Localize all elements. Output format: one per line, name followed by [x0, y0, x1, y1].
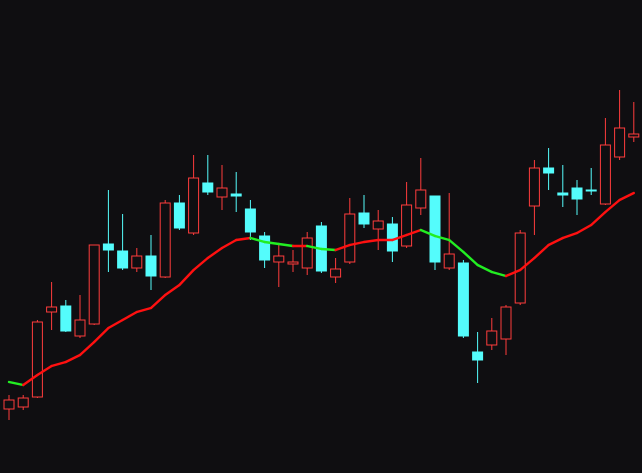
down-body — [543, 167, 555, 174]
ma-segment — [320, 247, 337, 252]
down-body — [571, 187, 583, 200]
ma-segment — [36, 364, 53, 377]
ma-segment — [362, 238, 380, 244]
ma-segment — [206, 246, 224, 260]
up-body — [74, 319, 86, 337]
ma-segment — [149, 293, 167, 310]
ma-segment — [192, 256, 210, 272]
ma-segment — [490, 270, 508, 278]
ma-segment — [306, 244, 323, 251]
down-body — [102, 243, 114, 251]
up-body — [372, 220, 384, 230]
up-body — [415, 189, 427, 209]
up-body — [287, 261, 299, 265]
up-body — [614, 127, 626, 158]
ma-segment — [547, 236, 564, 247]
ma-segment — [234, 236, 252, 242]
up-body — [628, 133, 640, 138]
up-body — [528, 167, 540, 207]
down-body — [472, 351, 484, 361]
ma-segment — [249, 236, 266, 244]
up-body — [31, 321, 43, 398]
ma-segment — [462, 250, 479, 267]
up-body — [401, 204, 413, 247]
down-body — [202, 182, 214, 193]
down-body — [145, 255, 157, 277]
up-body — [301, 237, 313, 269]
ma-segment — [618, 191, 635, 202]
ma-segment — [590, 210, 607, 227]
ma-segment — [7, 380, 25, 387]
ma-segment — [348, 240, 366, 247]
up-body — [443, 253, 455, 269]
ma-segment — [22, 373, 39, 387]
up-body — [17, 397, 29, 408]
down-body — [259, 235, 271, 261]
ma-segment — [419, 228, 437, 238]
ma-segment — [433, 234, 451, 242]
ma-segment — [220, 238, 238, 250]
down-body — [557, 192, 569, 196]
up-body — [131, 255, 143, 269]
down-body — [429, 195, 441, 263]
down-body — [60, 305, 72, 332]
ma-segment — [448, 238, 465, 254]
up-body — [216, 187, 228, 198]
down-body — [173, 202, 185, 229]
up-body — [344, 213, 356, 263]
up-body — [514, 232, 526, 304]
up-body — [188, 177, 200, 234]
ma-segment — [476, 263, 493, 274]
down-body — [585, 189, 597, 192]
ma-segment — [121, 310, 139, 322]
up-body — [3, 399, 15, 410]
ma-segment — [561, 231, 579, 240]
up-body — [46, 306, 58, 313]
up-body — [273, 255, 285, 263]
ma-segment — [519, 256, 536, 272]
down-body — [358, 212, 370, 225]
ma-segment — [50, 360, 68, 368]
ma-segment — [92, 326, 110, 344]
ma-segment — [263, 240, 280, 246]
ma-segment — [163, 283, 181, 297]
ma-segment — [604, 198, 621, 214]
ma-segment — [575, 223, 593, 235]
up-body — [486, 330, 498, 346]
up-body — [88, 244, 100, 325]
ma-segment — [135, 306, 153, 314]
ma-segment — [504, 268, 522, 278]
up-body — [599, 144, 611, 205]
ma-segment — [277, 242, 295, 248]
ma-segment — [391, 233, 408, 242]
down-body — [457, 262, 469, 337]
ma-segment — [533, 243, 550, 260]
up-body — [330, 268, 342, 278]
ma-segment — [64, 353, 82, 364]
up-body — [159, 202, 171, 278]
down-body — [117, 250, 129, 269]
ma-segment — [178, 268, 195, 287]
ma-segment — [334, 243, 351, 252]
down-body — [230, 193, 242, 197]
ma-segment — [107, 318, 124, 330]
up-body — [500, 306, 512, 340]
ma-segment — [78, 340, 96, 357]
down-body — [244, 208, 256, 233]
ma-segment — [405, 228, 422, 237]
